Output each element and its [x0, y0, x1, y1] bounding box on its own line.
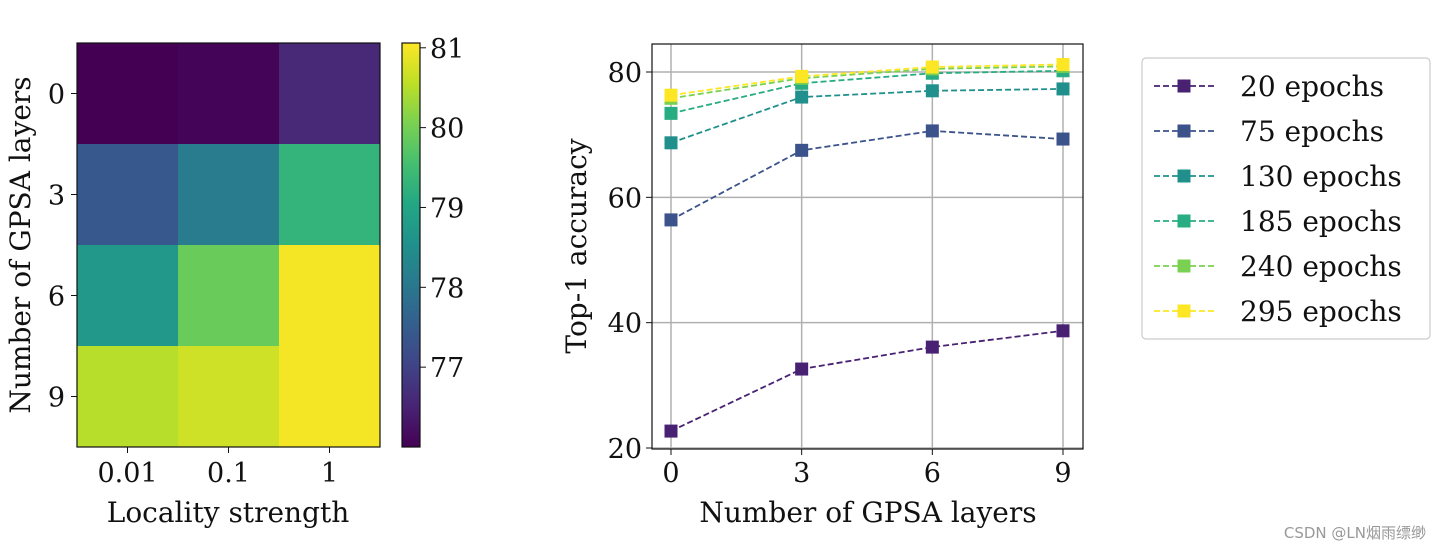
series-line [670, 130, 1064, 221]
data-point-marker [795, 90, 809, 104]
data-point-marker [1056, 132, 1070, 146]
colorbar-tick-label: 79 [430, 193, 464, 224]
data-point-marker [1056, 57, 1070, 71]
series-line [670, 88, 1064, 144]
y-tick-label: 20 [608, 434, 642, 465]
legend: 20 epochs 75 epochs 130 epochs 185 epochs 24… [1141, 57, 1431, 340]
legend-entry: 75 epochs [1154, 115, 1384, 148]
y-tick-label: 3 [48, 181, 65, 212]
data-point-marker [925, 84, 939, 98]
legend-marker [1177, 259, 1191, 273]
colorbar-tick-label: 77 [430, 353, 464, 384]
data-point-marker [664, 424, 678, 438]
heatmap-cell [178, 245, 280, 347]
data-point-marker [925, 124, 939, 138]
y-tick-label: 6 [48, 282, 65, 313]
x-tick-label: 3 [793, 458, 810, 489]
legend-entry: 130 epochs [1154, 160, 1402, 193]
legend-label: 20 epochs [1240, 70, 1384, 103]
watermark: CSDN @LN烟雨缥缈 [1284, 524, 1426, 542]
x-tick-label: 0.1 [207, 458, 250, 489]
series-line [670, 69, 1064, 115]
x-tick-label: 9 [1054, 458, 1071, 489]
heatmap-xlabel: Locality strength [107, 496, 350, 529]
heatmap-cell [178, 144, 280, 246]
legend-label: 185 epochs [1240, 205, 1402, 238]
series-130-epochs [664, 82, 1070, 150]
heatmap-cell [77, 346, 179, 448]
data-point-marker [1056, 82, 1070, 96]
data-point-marker [664, 213, 678, 227]
data-point-marker [1056, 324, 1070, 338]
line-chart-frame [651, 43, 1084, 450]
legend-label: 240 epochs [1240, 250, 1402, 283]
heatmap-cell [178, 346, 280, 448]
heatmap-cell [77, 43, 179, 145]
y-tick-label: 40 [608, 309, 642, 340]
y-tick-label: 0 [48, 80, 65, 111]
heatmap-panel: 0.01 0.1 1 0 3 6 9 [48, 42, 381, 489]
series-line [670, 329, 1064, 432]
legend-marker [1177, 169, 1191, 183]
legend-entry: 295 epochs [1154, 295, 1402, 328]
y-tick-label: 60 [608, 183, 642, 214]
legend-label: 295 epochs [1240, 295, 1402, 328]
data-point-marker [925, 340, 939, 354]
data-point-marker [795, 69, 809, 83]
legend-marker [1177, 79, 1191, 93]
legend-entry: 20 epochs [1154, 70, 1384, 103]
heatmap-cell [77, 144, 179, 246]
heatmap-cell [279, 346, 381, 448]
data-point-marker [795, 143, 809, 157]
legend-marker [1177, 124, 1191, 138]
data-point-marker [795, 362, 809, 376]
series-line [670, 65, 1064, 100]
x-tick-label: 1 [321, 458, 338, 489]
heatmap-ylabel: Number of GPSA layers [4, 76, 37, 413]
data-point-marker [664, 88, 678, 102]
series-75-epochs [664, 124, 1070, 227]
y-tick-label: 80 [608, 58, 642, 89]
colorbar-tick-label: 81 [430, 34, 464, 65]
data-point-marker [925, 60, 939, 74]
legend-label: 130 epochs [1240, 160, 1402, 193]
x-tick-label: 0 [662, 458, 679, 489]
series-295-epochs [664, 57, 1070, 102]
legend-entry: 185 epochs [1154, 205, 1402, 238]
x-tick-label: 6 [924, 458, 941, 489]
colorbar-tick-label: 80 [430, 114, 464, 145]
legend-label: 75 epochs [1240, 115, 1384, 148]
heatmap-cell [77, 245, 179, 347]
heatmap-cell [279, 144, 381, 246]
legend-marker [1177, 304, 1191, 318]
line-xlabel: Number of GPSA layers [699, 496, 1036, 529]
series-20-epochs [664, 324, 1070, 438]
heatmap-cell [279, 43, 381, 145]
heatmap-cell [178, 43, 280, 145]
series-line [670, 63, 1064, 97]
colorbar-bar [401, 42, 421, 448]
colorbar-tick-label: 78 [430, 273, 464, 304]
data-point-marker [664, 136, 678, 150]
legend-marker [1177, 214, 1191, 228]
line-ylabel: Top-1 accuracy [560, 138, 593, 353]
colorbar: 77 78 79 80 81 [401, 34, 464, 448]
x-tick-label: 0.01 [97, 458, 157, 489]
legend-entry: 240 epochs [1154, 250, 1402, 283]
series-240-epochs [664, 59, 1070, 105]
heatmap-cell [279, 245, 381, 347]
legend-box [1141, 57, 1431, 340]
y-tick-label: 9 [48, 383, 65, 414]
line-chart-panel: 0 3 6 9 20 40 60 80 [608, 43, 1084, 489]
data-point-marker [664, 106, 678, 120]
